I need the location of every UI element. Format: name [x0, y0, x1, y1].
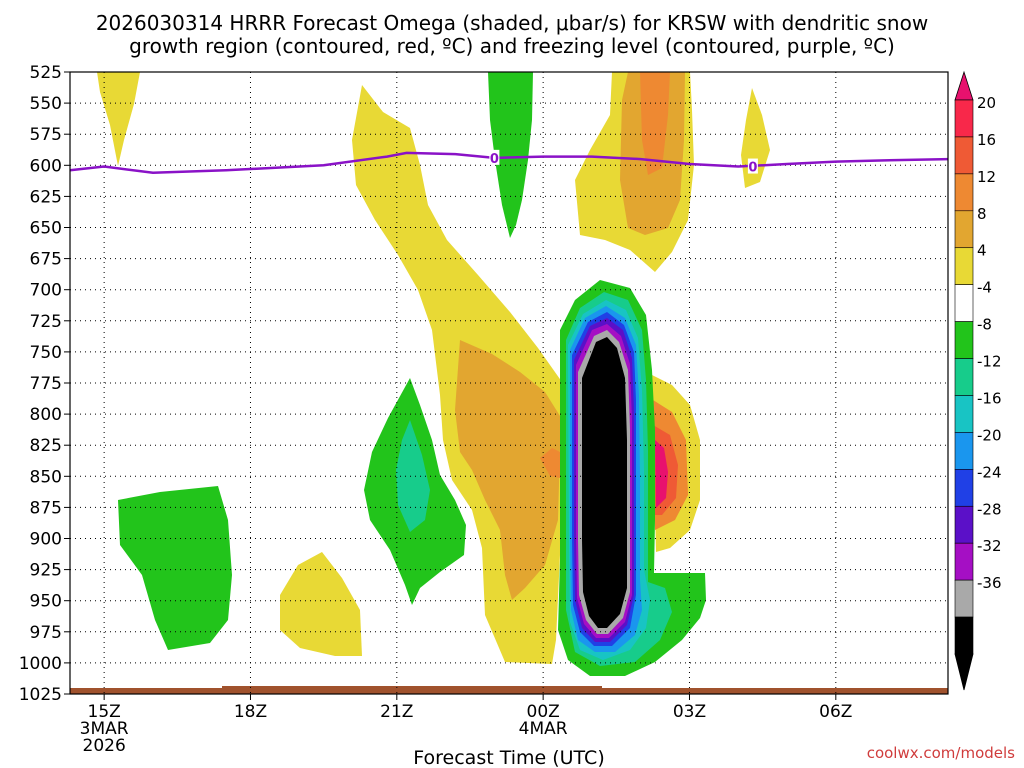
omega-region-green-top [488, 72, 533, 238]
colorbar-bin [954, 542, 974, 581]
colorbar-label: -12 [977, 353, 1002, 371]
colorbar-bin [954, 136, 974, 175]
y-tick-label: 575 [30, 125, 62, 145]
colorbar-bin [954, 469, 974, 507]
y-tick-label: 725 [30, 312, 62, 332]
ground-strip-bump [222, 686, 602, 689]
freezing-level-contour-label: 0 [748, 161, 757, 176]
y-tick-label: 1025 [19, 685, 62, 705]
colorbar-top-arrow [954, 70, 974, 101]
colorbar-bottom-arrow [954, 653, 974, 691]
y-tick-label: 650 [30, 219, 62, 239]
y-tick-label: 825 [30, 436, 62, 456]
colorbar-label: -8 [977, 316, 992, 334]
y-axis: 525 550 575 600 625 650 675 700 725 750 775 800 825 8… [19, 63, 70, 705]
x-axis-title: Forecast Time (UTC) [413, 747, 604, 768]
omega-region-darkorange-upperright [640, 72, 670, 175]
omega-shading [97, 72, 770, 676]
y-tick-label: 1000 [19, 654, 62, 674]
x-tick-label: 18Z [234, 702, 267, 722]
y-tick-label: 875 [30, 498, 62, 518]
colorbar-bin [954, 210, 974, 249]
x-tick-label: 06Z [819, 702, 852, 722]
y-tick-label: 600 [30, 156, 62, 176]
x-tick-sublabel: 4MAR [519, 719, 568, 739]
y-tick-label: 925 [30, 561, 62, 581]
grid-lines [70, 72, 948, 694]
y-tick-label: 950 [30, 592, 62, 612]
x-tick-label: 03Z [673, 702, 706, 722]
y-tick-label: 675 [30, 250, 62, 270]
colorbar-label: 20 [977, 94, 996, 112]
omega-region-black-core [582, 337, 627, 628]
colorbar-bin [954, 173, 974, 212]
omega-region-orange-lower-spot [540, 448, 560, 478]
y-tick-label: 975 [30, 623, 62, 643]
x-tick-label: 00Z [527, 702, 560, 722]
colorbar-label: -4 [977, 279, 992, 297]
freezing-level-labels: 00 [489, 149, 758, 176]
x-tick-label: 15Z [88, 702, 121, 722]
chart-title-line2: growth region (contoured, red, ºC) and f… [129, 34, 895, 58]
omega-region-yellow-upperleft [97, 72, 140, 166]
y-tick-label: 625 [30, 187, 62, 207]
colorbar-label: -32 [977, 537, 1002, 555]
y-tick-label: 750 [30, 343, 62, 363]
colorbar-bin [954, 579, 974, 618]
colorbar-bin [954, 616, 974, 655]
colorbar-label: -24 [977, 463, 1002, 481]
ground-strip [70, 688, 948, 694]
colorbar-bin [954, 505, 974, 544]
credit-text: coolwx.com/models [867, 744, 1015, 762]
omega-region-green-left [118, 486, 232, 650]
x-tick-label: 21Z [380, 702, 413, 722]
x-tick-sublabel: 3MAR [80, 719, 129, 739]
omega-region-teal-middle [396, 420, 430, 532]
freezing-level-line [69, 151, 949, 175]
colorbar-bin [954, 247, 974, 285]
colorbar-label: -36 [977, 574, 1002, 592]
colorbar-bin [954, 395, 974, 433]
omega-region-magenta-rightlobe [655, 440, 668, 508]
colorbar-bin [954, 284, 974, 322]
freezing-label-bg [747, 158, 758, 174]
y-tick-label: 850 [30, 467, 62, 487]
colorbar-label: -28 [977, 500, 1002, 518]
colorbar: 20 16 12 8 4 -4 -8 -12 -16 -20 -24 -28 -32 -36 [954, 70, 1002, 691]
y-tick-label: 775 [30, 374, 62, 394]
colorbar-bin [954, 321, 974, 359]
y-tick-label: 525 [30, 63, 62, 83]
colorbar-bin [954, 99, 974, 138]
colorbar-bin [954, 432, 974, 470]
freezing-level-contour-label: 0 [490, 152, 499, 167]
y-tick-label: 900 [30, 530, 62, 550]
colorbar-label: 4 [977, 242, 987, 260]
colorbar-label: -16 [977, 389, 1002, 407]
y-tick-label: 550 [30, 94, 62, 114]
colorbar-label: 16 [977, 131, 996, 149]
colorbar-label: 12 [977, 168, 996, 186]
y-tick-label: 700 [30, 281, 62, 301]
freezing-label-bg [489, 149, 500, 165]
omega-region-orange-lower [455, 340, 560, 600]
y-tick-label: 800 [30, 405, 62, 425]
colorbar-bin [954, 358, 974, 396]
colorbar-label: -20 [977, 426, 1002, 444]
colorbar-label: 8 [977, 205, 987, 223]
omega-region-yellow-lowerleft [280, 552, 362, 656]
chart-title-line1: 2026030314 HRRR Forecast Omega (shaded, … [96, 11, 928, 35]
x-tick-sublabel: 2026 [83, 736, 126, 756]
